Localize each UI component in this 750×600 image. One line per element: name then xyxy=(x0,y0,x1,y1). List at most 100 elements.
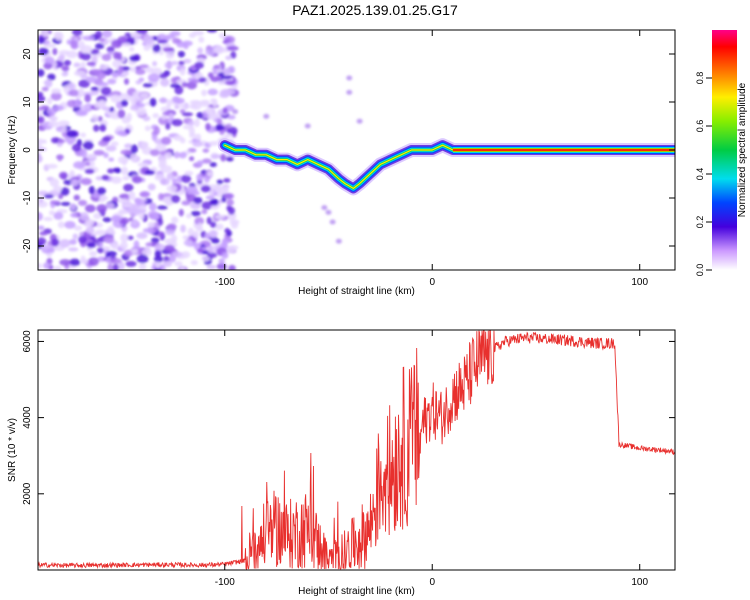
noise-blob xyxy=(44,56,55,65)
noise-blob xyxy=(161,136,172,145)
noise-blob xyxy=(68,89,80,97)
noise-blob xyxy=(105,202,115,209)
noise-blob xyxy=(127,95,135,101)
noise-blob xyxy=(211,238,220,244)
noise-blob xyxy=(135,68,146,75)
noise-blob xyxy=(190,260,198,266)
noise-blob xyxy=(200,185,211,193)
noise-blob xyxy=(99,124,107,132)
noise-blob xyxy=(122,202,132,208)
noise-blob xyxy=(111,242,119,250)
noise-blob xyxy=(54,31,64,41)
noise-blob xyxy=(101,174,110,181)
noise-blob xyxy=(201,201,214,210)
noise-blob xyxy=(223,186,229,194)
noise-blob xyxy=(98,241,104,248)
noise-blob xyxy=(98,140,109,147)
noise-blob xyxy=(321,205,328,211)
noise-blob xyxy=(100,64,109,71)
noise-blob xyxy=(150,237,160,244)
noise-blob xyxy=(63,85,70,93)
noise-blob xyxy=(166,185,178,193)
signal-ridge xyxy=(217,138,675,196)
x-tick-label: 0 xyxy=(429,577,435,588)
noise-blob xyxy=(126,112,132,122)
noise-blob xyxy=(197,222,203,231)
noise-blob xyxy=(93,149,105,156)
noise-blob xyxy=(58,120,70,127)
noise-blob xyxy=(139,64,150,69)
noise-blob xyxy=(152,60,158,67)
noise-blob xyxy=(215,223,224,230)
noise-blob xyxy=(335,238,342,244)
noise-blob xyxy=(230,51,237,59)
noise-blob xyxy=(194,216,205,226)
noise-blob xyxy=(158,158,167,167)
noise-blob xyxy=(108,157,115,162)
noise-blob xyxy=(51,238,60,247)
noise-blob xyxy=(97,82,109,87)
noise-blob xyxy=(205,107,214,115)
spectrogram-y-label: Frequency (Hz) xyxy=(7,116,18,185)
noise-blob xyxy=(171,251,183,258)
noise-blob xyxy=(129,55,140,62)
noise-blob xyxy=(194,61,204,69)
noise-blob xyxy=(49,178,60,187)
noise-blob xyxy=(218,258,225,265)
noise-blob xyxy=(142,115,151,122)
noise-blob xyxy=(57,221,65,229)
noise-blob xyxy=(121,99,129,107)
noise-blob xyxy=(61,65,70,72)
noise-blob xyxy=(90,86,100,91)
colorbar-ticks: 0.0 0.2 0.4 0.6 0.8 xyxy=(695,72,712,277)
noise-blob xyxy=(153,255,164,263)
colorbar-tick-label: 0.0 xyxy=(695,264,705,277)
noise-blob xyxy=(54,265,62,270)
noise-blob xyxy=(177,50,185,58)
noise-blob xyxy=(179,108,186,114)
noise-blob xyxy=(174,104,180,110)
noise-blob xyxy=(210,198,219,206)
noise-blob xyxy=(120,149,133,156)
noise-blob xyxy=(143,35,154,45)
noise-blob xyxy=(162,260,173,267)
y-tick-label: 2000 xyxy=(22,482,33,505)
noise-blob xyxy=(102,217,112,223)
snr-series-line xyxy=(38,330,675,570)
noise-blob xyxy=(193,197,203,204)
noise-blob xyxy=(64,220,76,229)
noise-blob xyxy=(204,232,211,240)
noise-blob xyxy=(209,230,218,238)
noise-blob xyxy=(107,168,115,174)
noise-blob xyxy=(121,42,132,47)
y-tick-label: 10 xyxy=(22,96,33,108)
noise-blob xyxy=(147,73,160,83)
noise-blob xyxy=(116,130,127,136)
noise-blob xyxy=(199,101,211,107)
noise-blob xyxy=(166,99,172,108)
noise-blob xyxy=(181,174,192,183)
noise-blob xyxy=(139,92,149,99)
snr-y-label: SNR (10 * v/v) xyxy=(7,418,18,482)
noise-blob xyxy=(94,229,107,236)
noise-blob xyxy=(202,148,210,153)
noise-blob xyxy=(53,185,63,193)
noise-blob xyxy=(84,161,91,166)
noise-blob xyxy=(131,175,143,184)
page-title: PAZ1.2025.139.01.25.G17 xyxy=(292,2,458,18)
noise-blob xyxy=(182,235,190,240)
noise-blob xyxy=(163,244,175,252)
noise-blob xyxy=(186,213,192,219)
noise-blob xyxy=(129,46,135,52)
noise-blob xyxy=(118,261,125,270)
noise-blob xyxy=(206,171,214,177)
snr-frame xyxy=(37,329,676,571)
noise-blob xyxy=(68,239,77,245)
noise-blob xyxy=(181,112,194,117)
noise-blob xyxy=(63,59,72,66)
noise-blob xyxy=(38,138,44,144)
noise-blob xyxy=(57,138,66,144)
noise-blob xyxy=(38,68,45,77)
noise-blob xyxy=(80,61,86,71)
